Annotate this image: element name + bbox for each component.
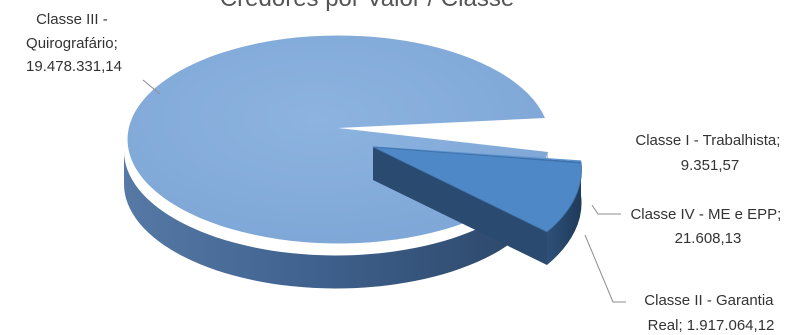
leader-class2 — [584, 234, 626, 303]
label-class2-line1: Classe II - Garantia — [644, 292, 774, 309]
label-class3: Classe III - Quirografário; 19.478.331,1… — [26, 11, 122, 75]
label-class1-line1: Classe I - Trabalhista; — [635, 132, 780, 149]
label-class4-line1: Classe IV - ME e EPP; — [630, 206, 781, 223]
slice-class3-side — [123, 150, 548, 289]
label-class3-line1: Classe III - — [36, 11, 108, 28]
leader-class4 — [591, 204, 621, 215]
slice-class2 — [372, 146, 582, 233]
slice-class2-inner-side — [373, 147, 547, 265]
label-class1: Classe I - Trabalhista; 9.351,57 — [635, 132, 784, 174]
slice-class2-outer-side — [547, 162, 582, 265]
label-class2-line2: Real; 1.917.064,12 — [648, 317, 775, 334]
slice-class4 — [372, 146, 581, 164]
label-class3-line2: Quirografário; — [26, 35, 118, 52]
label-class4-line2: 21.608,13 — [675, 230, 742, 247]
leader-class3 — [142, 79, 161, 95]
label-class2: Classe II - Garantia Real; 1.917.064,12 — [644, 292, 777, 334]
label-class1-line2: 9.351,57 — [681, 157, 739, 174]
chart-title: Credores por Valor / Classe — [220, 0, 514, 12]
label-class3-line3: 19.478.331,14 — [26, 58, 122, 75]
label-class4: Classe IV - ME e EPP; 21.608,13 — [630, 206, 785, 247]
